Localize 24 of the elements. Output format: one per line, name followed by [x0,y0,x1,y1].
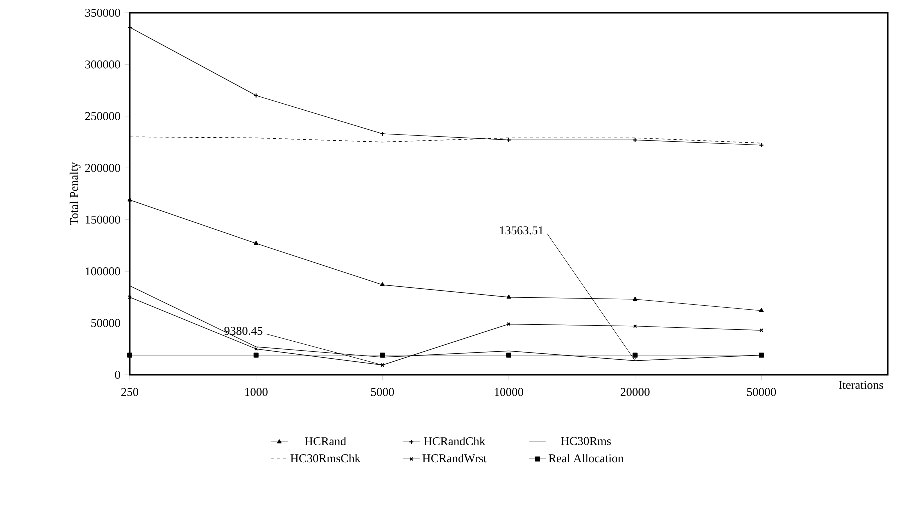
y-tick-label: 0 [115,370,120,380]
x-tick-label: 5000 [371,388,394,396]
x-axis-title: Iterations [839,381,884,390]
y-tick-label: 350000 [86,8,120,18]
annotation: 13563.51 [500,226,544,235]
annotation: 9380.45 [224,327,263,336]
y-axis-title: Total Penalty [70,162,81,226]
legend-label: Real Allocation [548,454,624,463]
legend-label: HCRand [305,437,346,446]
y-tick-label: 300000 [86,60,120,69]
x-tick-label: 250 [122,388,139,396]
legend-label: HCRandWrst [422,454,487,463]
legend-label: HCRandChk [424,437,486,446]
x-tick-label: 20000 [620,388,650,396]
y-tick-label: 100000 [86,268,120,276]
x-tick-label: 10000 [495,388,524,396]
y-tick-label: 50000 [92,319,120,328]
x-tick-label: 1000 [245,388,268,396]
legend-label: HC30Rms [561,437,612,446]
legend-label: HC30RmsChk [290,454,361,463]
y-tick-label: 150000 [86,216,120,224]
y-tick-label: 250000 [85,112,120,120]
y-tick-label: 200000 [85,164,120,172]
x-tick-label: 50000 [747,388,776,396]
